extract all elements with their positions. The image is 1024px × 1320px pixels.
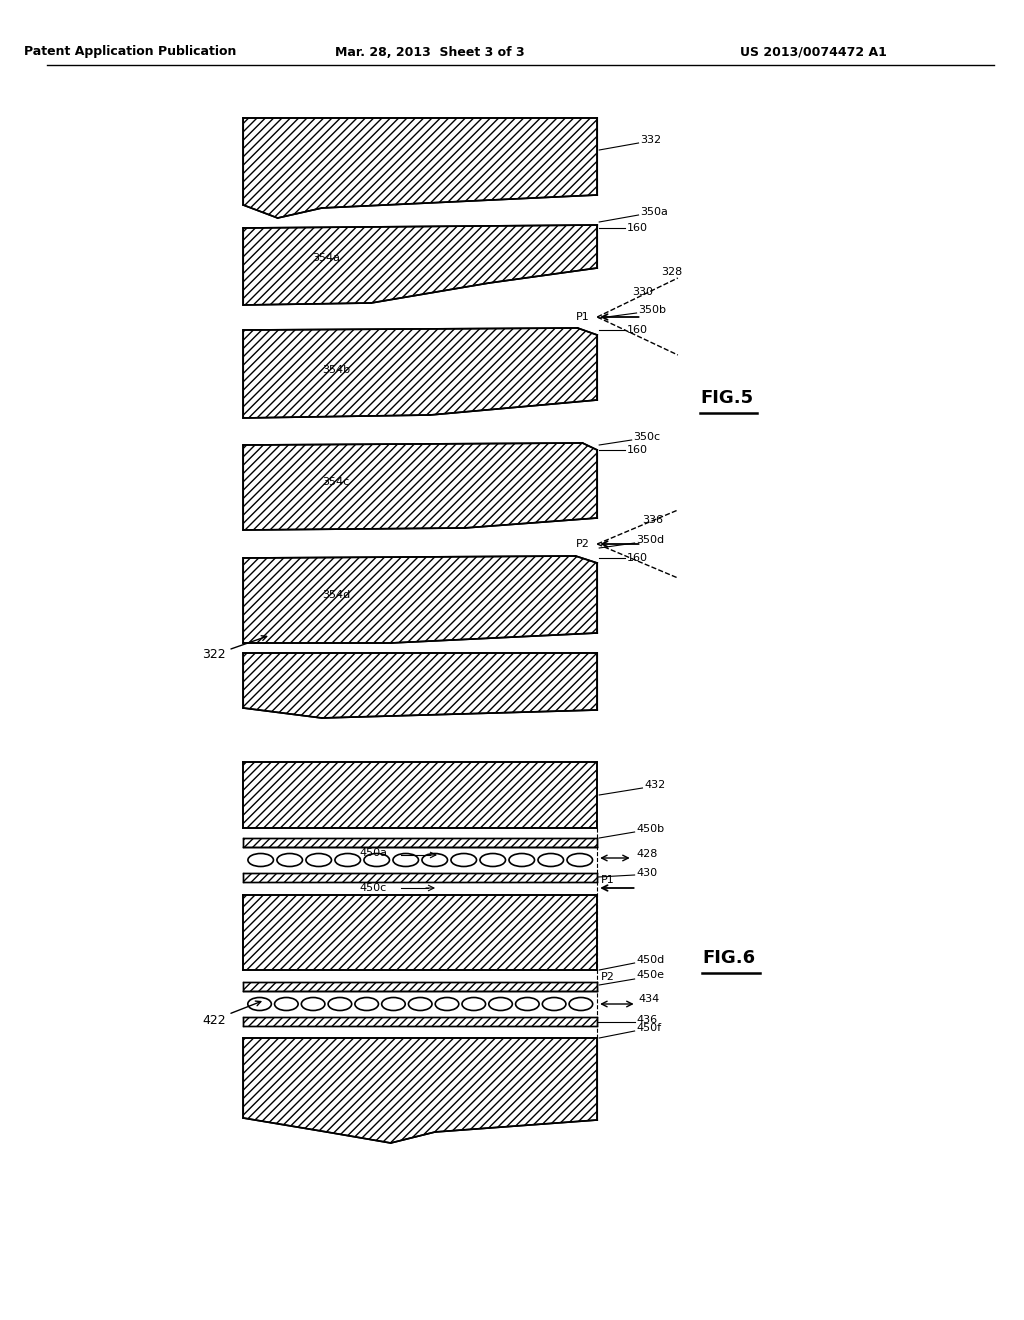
Text: 350b: 350b xyxy=(639,305,667,315)
Text: 160: 160 xyxy=(627,445,648,455)
Text: 450d: 450d xyxy=(637,954,665,965)
Text: 428: 428 xyxy=(637,849,658,859)
Text: P2: P2 xyxy=(601,972,615,982)
Polygon shape xyxy=(244,653,597,718)
Text: 354c: 354c xyxy=(322,477,349,487)
Polygon shape xyxy=(244,762,597,828)
Polygon shape xyxy=(244,1016,597,1026)
Text: 354b: 354b xyxy=(322,366,350,375)
Polygon shape xyxy=(244,224,597,305)
Polygon shape xyxy=(244,873,597,882)
Text: Mar. 28, 2013  Sheet 3 of 3: Mar. 28, 2013 Sheet 3 of 3 xyxy=(335,45,525,58)
Text: 160: 160 xyxy=(627,223,648,234)
Text: US 2013/0074472 A1: US 2013/0074472 A1 xyxy=(740,45,887,58)
Text: 450c: 450c xyxy=(359,883,386,894)
Text: 332: 332 xyxy=(640,135,662,145)
Polygon shape xyxy=(244,327,597,418)
Polygon shape xyxy=(244,982,597,991)
Text: 436: 436 xyxy=(637,1015,657,1026)
Text: P2: P2 xyxy=(575,539,590,549)
Text: FIG.5: FIG.5 xyxy=(700,389,754,407)
Text: 328: 328 xyxy=(662,267,682,277)
Text: 450e: 450e xyxy=(637,970,665,979)
Polygon shape xyxy=(244,556,597,643)
Text: 450f: 450f xyxy=(637,1023,662,1034)
Text: 354a: 354a xyxy=(312,253,340,263)
Text: 336: 336 xyxy=(642,515,664,525)
Text: P1: P1 xyxy=(601,875,615,884)
Polygon shape xyxy=(244,117,597,218)
Text: 450b: 450b xyxy=(637,824,665,834)
Text: P1: P1 xyxy=(575,312,590,322)
Text: 434: 434 xyxy=(639,994,659,1005)
Text: 330: 330 xyxy=(633,286,653,297)
Text: FIG.6: FIG.6 xyxy=(702,949,756,968)
Text: 160: 160 xyxy=(627,553,648,564)
Text: 350c: 350c xyxy=(634,432,660,442)
Text: 422: 422 xyxy=(202,1001,261,1027)
Polygon shape xyxy=(244,444,597,531)
Text: Patent Application Publication: Patent Application Publication xyxy=(24,45,237,58)
Polygon shape xyxy=(244,895,597,970)
Text: 350a: 350a xyxy=(640,207,669,216)
Polygon shape xyxy=(244,838,597,847)
Text: 450a: 450a xyxy=(359,847,387,858)
Text: 354d: 354d xyxy=(322,590,350,601)
Text: 430: 430 xyxy=(637,869,657,878)
Text: 322: 322 xyxy=(202,636,266,661)
Text: 350d: 350d xyxy=(637,535,665,545)
Polygon shape xyxy=(244,1038,597,1143)
Text: 160: 160 xyxy=(627,325,648,335)
Text: 432: 432 xyxy=(644,780,666,789)
